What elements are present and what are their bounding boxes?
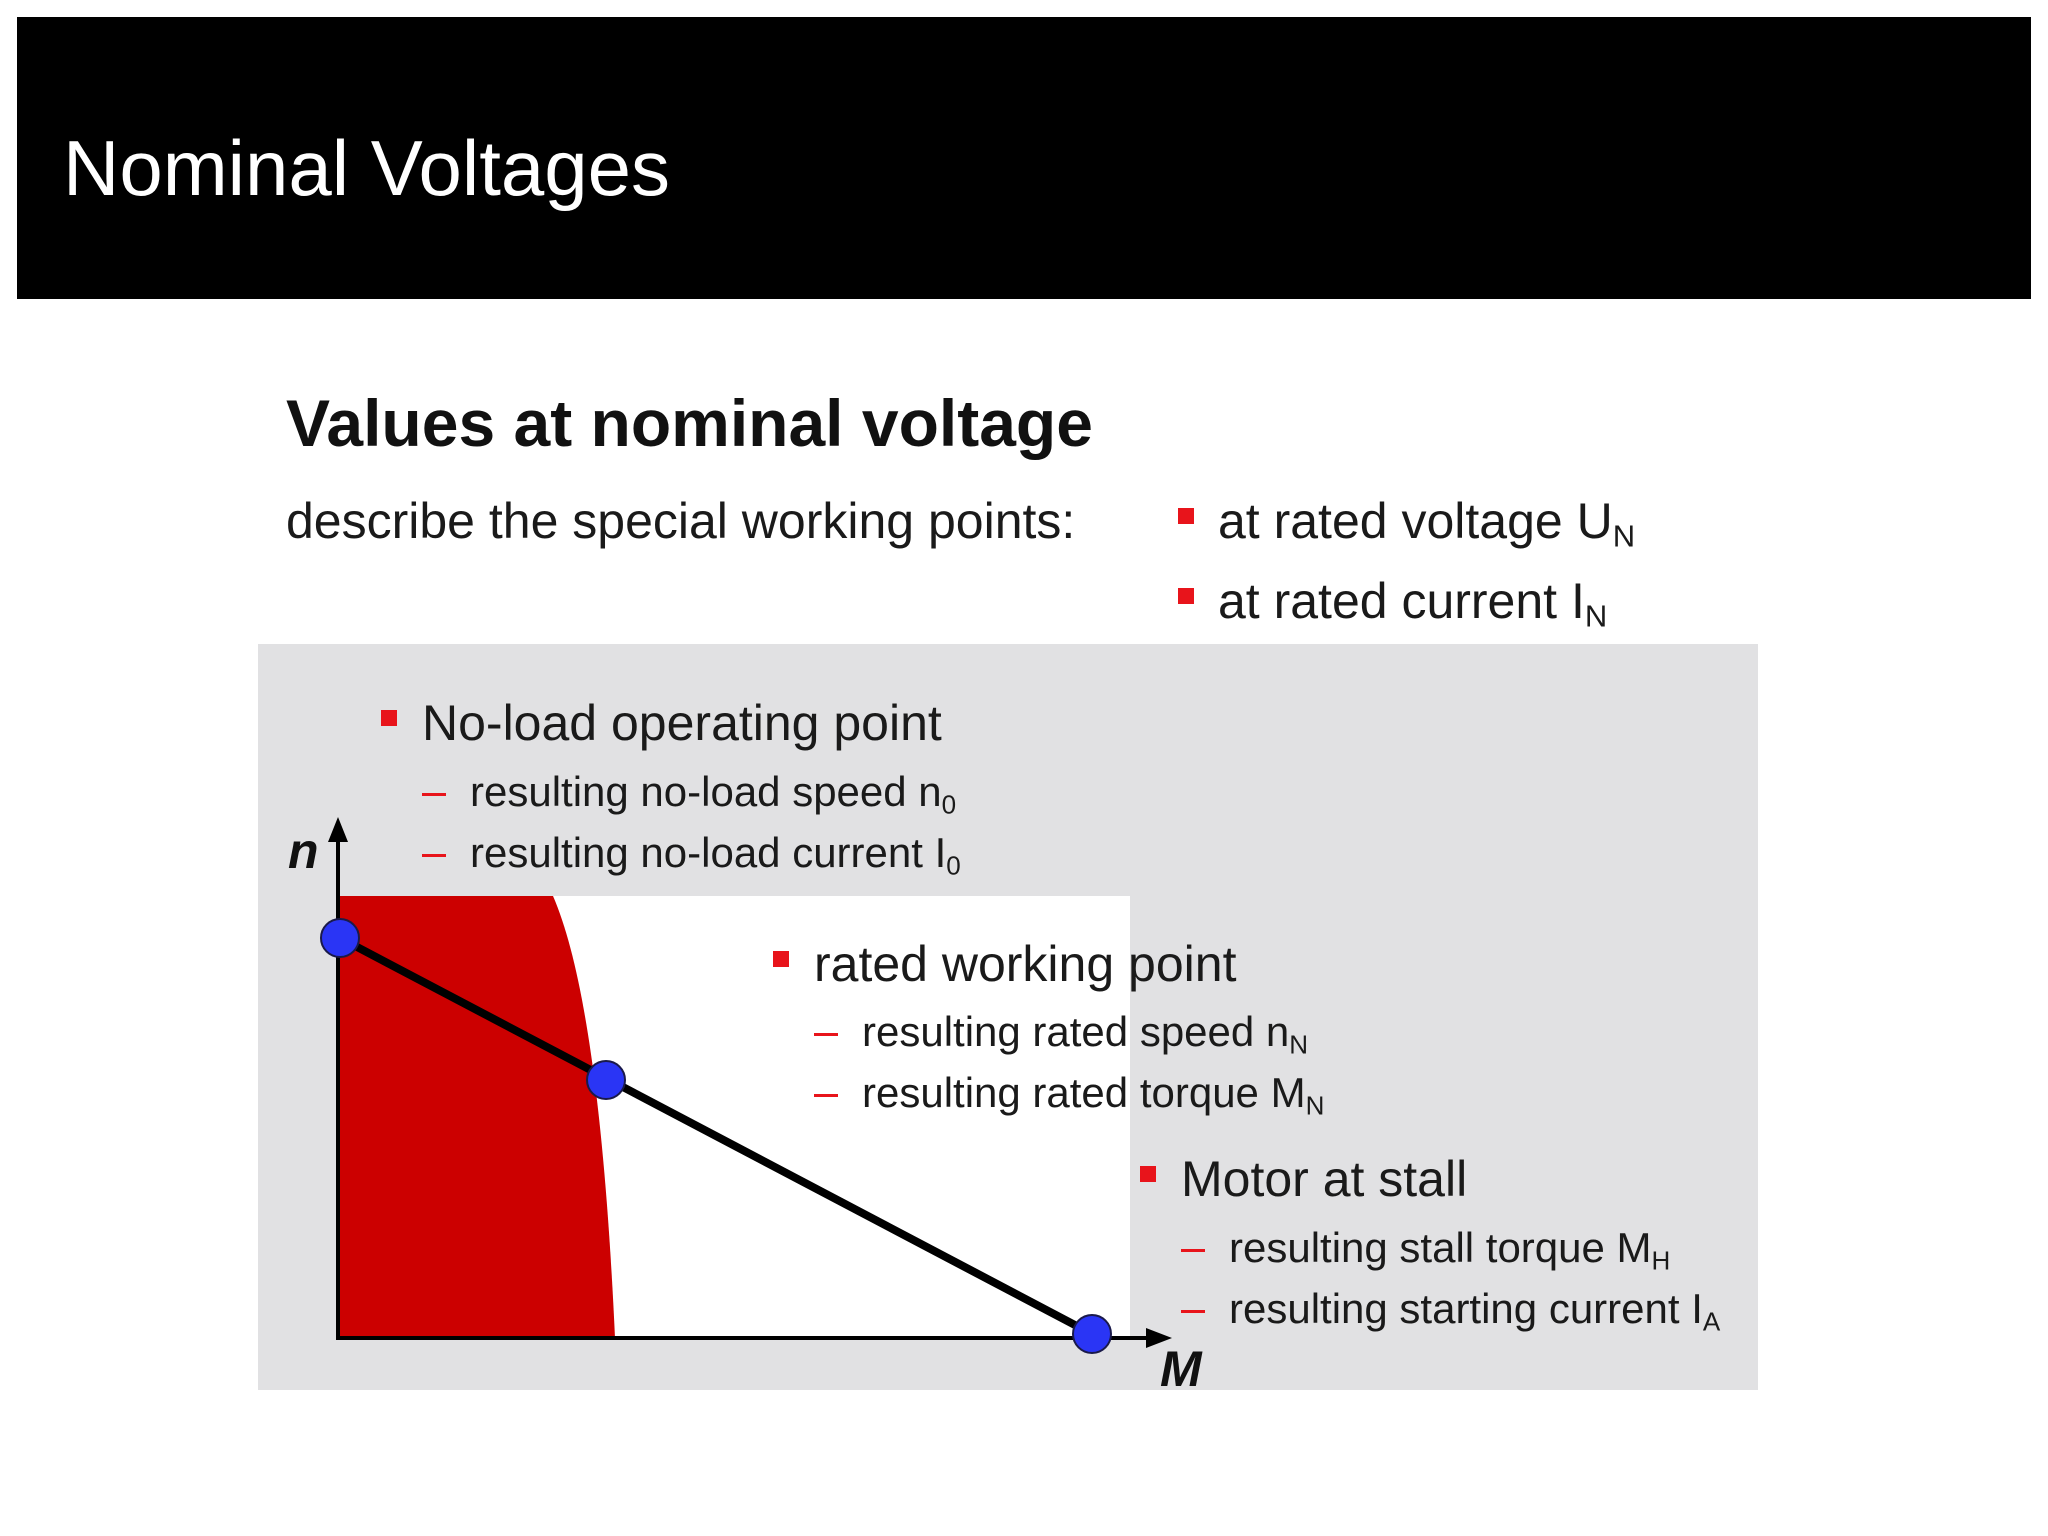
speed-torque-line [338, 934, 1094, 1338]
torque-axis-label: M [1160, 1341, 1202, 1397]
slide-title: Nominal Voltages [63, 124, 671, 212]
speed-axis-label: n [288, 823, 319, 879]
section-heading: Values at nominal voltage [286, 386, 1093, 460]
bullet-square-icon [773, 951, 789, 967]
intro-text: describe the special working points: [286, 493, 1076, 549]
dash-bullet-icon [1181, 1249, 1205, 1252]
dash-bullet-icon [814, 1033, 838, 1036]
no-load-title: No-load operating point [422, 695, 942, 751]
dash-bullet-icon [422, 854, 446, 857]
arrow-up-icon [328, 817, 348, 842]
bullet-square-icon [1178, 588, 1194, 604]
condition-rated-current: at rated current IN [1218, 573, 1608, 634]
stall-title: Motor at stall [1181, 1151, 1468, 1207]
rated-point-title: rated working point [814, 936, 1237, 992]
rated-point-marker [586, 1060, 626, 1100]
title-bar: Nominal Voltages [17, 17, 2031, 299]
condition-rated-voltage: at rated voltage UN [1218, 493, 1636, 554]
dash-bullet-icon [1181, 1310, 1205, 1313]
starting-current-item: resulting starting current IA [1229, 1285, 1721, 1337]
continuous-operation-region [338, 896, 615, 1338]
dash-bullet-icon [814, 1094, 838, 1097]
bullet-square-icon [381, 710, 397, 726]
stall-torque-item: resulting stall torque MH [1229, 1224, 1671, 1276]
arrow-right-icon [1146, 1328, 1172, 1348]
no-load-current-item: resulting no-load current I0 [470, 829, 961, 881]
bullet-square-icon [1140, 1166, 1156, 1182]
bullet-square-icon [1178, 508, 1194, 524]
no-load-speed-item: resulting no-load speed n0 [470, 768, 957, 820]
stall-point-marker [1072, 1314, 1112, 1354]
rated-torque-item: resulting rated torque MN [862, 1069, 1325, 1121]
no-load-point-marker [320, 918, 360, 958]
dash-bullet-icon [422, 793, 446, 796]
rated-speed-item: resulting rated speed nN [862, 1008, 1309, 1060]
